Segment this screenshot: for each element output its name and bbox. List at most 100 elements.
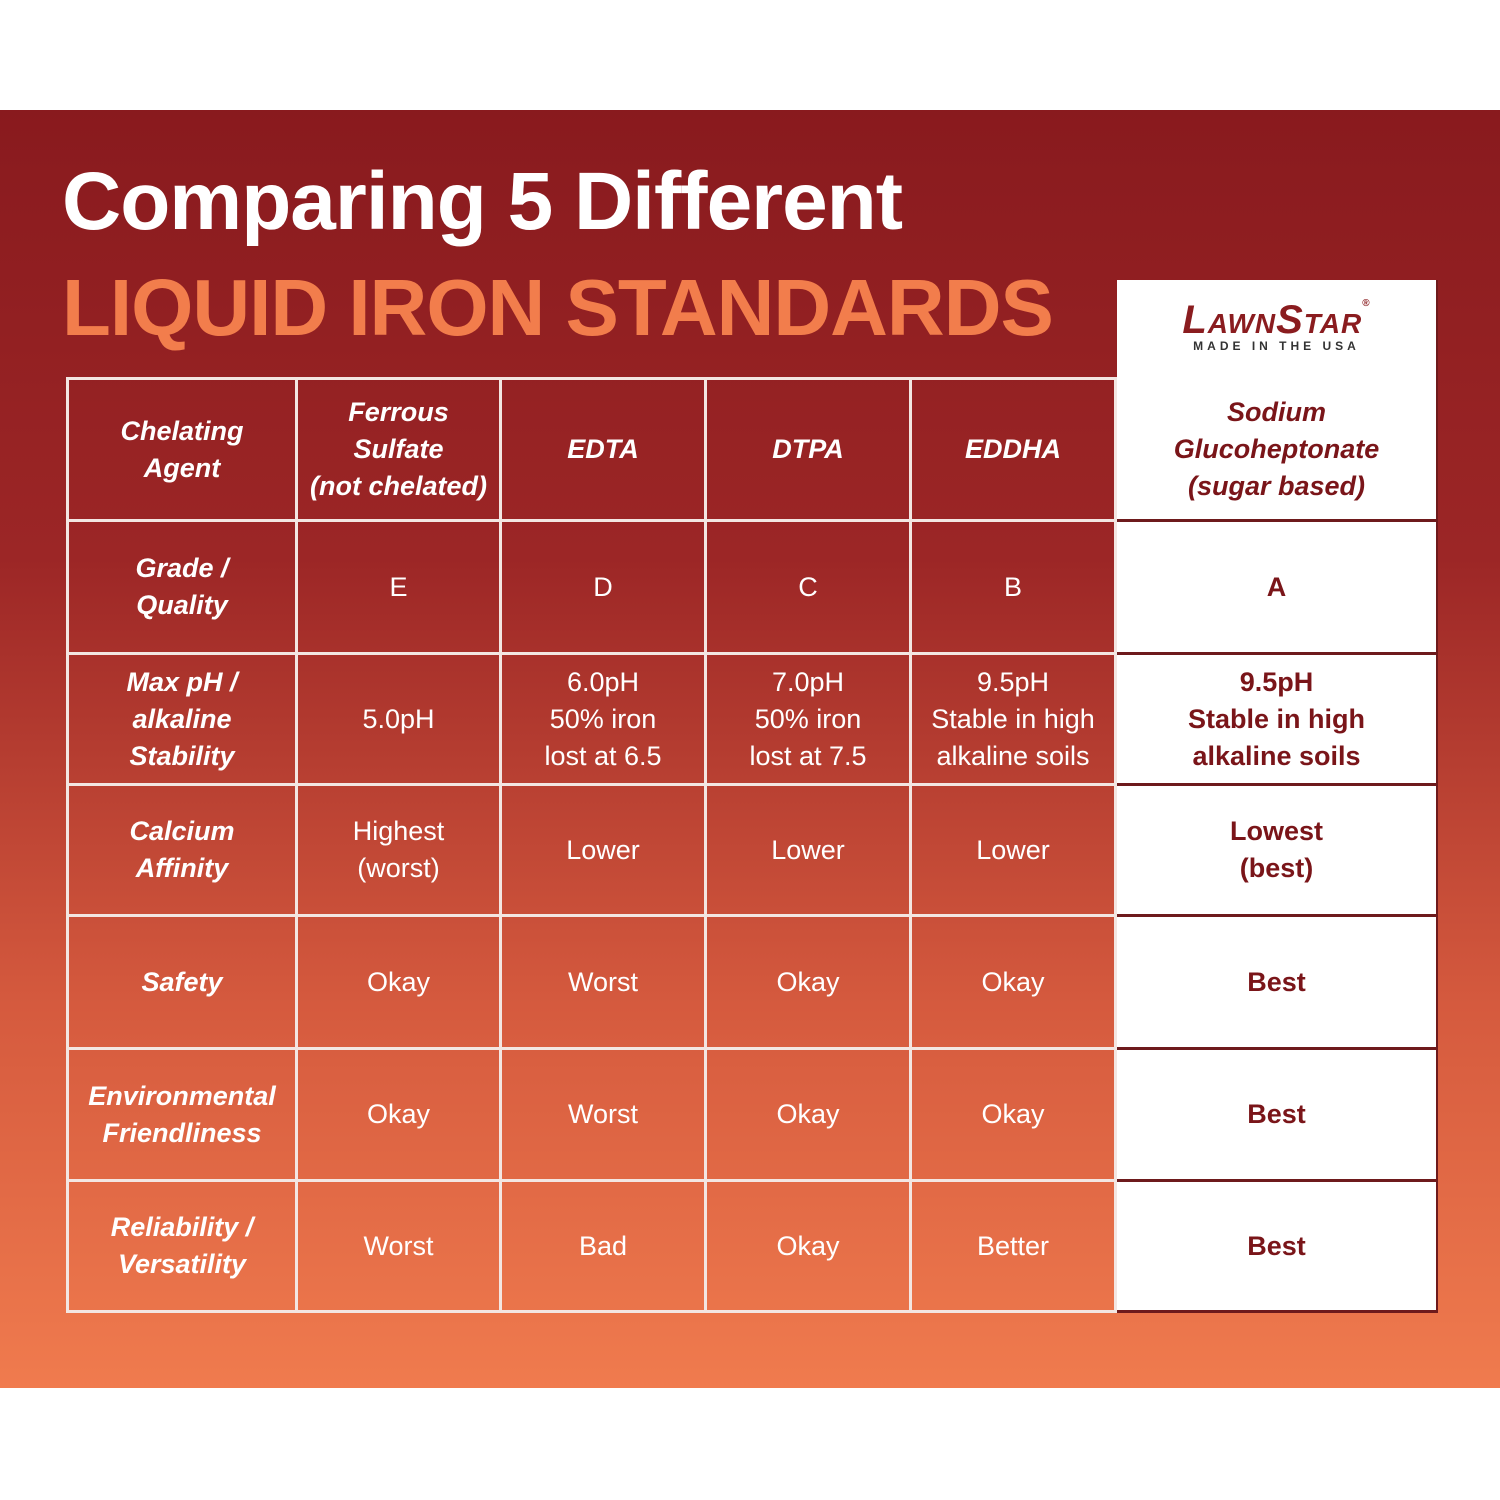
- cell-line: Sulfate: [353, 434, 444, 464]
- cell-line: Okay: [366, 1099, 431, 1129]
- table-cell: Calcium Affinity: [66, 786, 298, 917]
- cell-line: Environmental: [88, 1080, 276, 1111]
- header-cell: Sodium Glucoheptonate (sugar based): [1117, 380, 1438, 522]
- cell-line: Highest: [352, 816, 445, 846]
- cell-line: C: [798, 571, 818, 602]
- cell-line: E: [389, 571, 408, 602]
- header-cell: EDTA: [502, 377, 707, 522]
- cell-line: 6.0pH: [566, 666, 640, 697]
- table-cell: Grade / Quality: [66, 522, 298, 655]
- table-cell: Max pH / alkaline Stability: [66, 655, 298, 786]
- cell-line: Okay: [776, 966, 840, 997]
- cell-line: EDTA: [567, 434, 639, 464]
- header-cell: DTPA: [707, 377, 912, 522]
- table-cell: B: [912, 522, 1117, 655]
- cell-line: DTPA: [772, 434, 844, 464]
- table-cell: 6.0pH 50% iron lost at 6.5: [502, 655, 707, 786]
- table-cell: D: [502, 522, 707, 655]
- table-cell: Okay: [912, 1050, 1117, 1182]
- cell-line: Okay: [981, 966, 1045, 997]
- table-cell: 9.5pH Stable in high alkaline soils: [912, 655, 1117, 786]
- cell-line: Best: [1247, 1230, 1306, 1261]
- cell-line: Grade /: [135, 553, 229, 583]
- cell-line: Reliability /: [110, 1212, 254, 1242]
- cell-line: Lower: [566, 834, 640, 865]
- cell-line: Better: [976, 1230, 1050, 1261]
- cell-line: Okay: [776, 1099, 840, 1129]
- cell-line: B: [1003, 571, 1022, 602]
- table-cell: Worst: [298, 1182, 502, 1313]
- cell-line: (sugar based): [1187, 471, 1366, 501]
- title-line: Comparing 5 Different: [62, 156, 903, 247]
- cell-line: (worst): [357, 853, 440, 883]
- table-cell: Lowest (best): [1117, 786, 1438, 917]
- table-cell: Reliability / Versatility: [66, 1182, 298, 1313]
- cell-line: Max pH /: [126, 666, 238, 697]
- table-cell: Best: [1117, 1182, 1438, 1313]
- table-cell: 7.0pH 50% iron lost at 7.5: [707, 655, 912, 786]
- cell-line: Worst: [363, 1230, 434, 1261]
- table-cell: Okay: [298, 917, 502, 1050]
- cell-line: Calcium: [129, 816, 235, 846]
- table-cell: Worst: [502, 917, 707, 1050]
- cell-line: 9.5pH: [976, 666, 1050, 697]
- cell-line: Quality: [136, 590, 228, 620]
- table-cell: Okay: [707, 1050, 912, 1182]
- cell-line: Stable in high: [1187, 703, 1365, 734]
- cell-line: Bad: [578, 1230, 628, 1261]
- brand-name: LawnStar®: [1117, 298, 1436, 343]
- cell-line: Sodium: [1227, 397, 1326, 427]
- table-cell: Safety: [66, 917, 298, 1050]
- brand-text: LawnStar: [1182, 298, 1363, 342]
- table-cell: C: [707, 522, 912, 655]
- table-cell: Worst: [502, 1050, 707, 1182]
- cell-line: Okay: [981, 1099, 1045, 1129]
- table-cell: Best: [1117, 917, 1438, 1050]
- header-cell: Chelating Agent: [66, 377, 298, 522]
- brand-tagline: MADE IN THE USA: [1193, 339, 1360, 353]
- cell-line: Okay: [776, 1230, 840, 1261]
- table-cell: Okay: [707, 1182, 912, 1313]
- table-cell: Lower: [912, 786, 1117, 917]
- table-cell: 9.5pH Stable in high alkaline soils: [1117, 655, 1438, 786]
- cell-line: 50% iron: [549, 703, 657, 734]
- cell-line: Worst: [567, 1099, 638, 1129]
- cell-line: alkaline soils: [1192, 740, 1361, 771]
- table-cell: Best: [1117, 1050, 1438, 1182]
- table-cell: 5.0pH: [298, 655, 502, 786]
- cell-line: Worst: [567, 966, 638, 997]
- brand-mark: ®: [1362, 298, 1371, 309]
- header-cell: EDDHA: [912, 377, 1117, 522]
- cell-line: Affinity: [135, 853, 229, 883]
- cell-line: (best): [1239, 853, 1314, 883]
- table-cell: Bad: [502, 1182, 707, 1313]
- table-cell: Okay: [298, 1050, 502, 1182]
- cell-line: Agent: [143, 452, 221, 483]
- cell-line: Chelating: [120, 415, 244, 446]
- table-cell: Environmental Friendliness: [66, 1050, 298, 1182]
- cell-line: EDDHA: [964, 434, 1061, 464]
- cell-line: 9.5pH: [1239, 666, 1314, 697]
- table-cell: A: [1117, 522, 1438, 655]
- cell-line: lost at 6.5: [544, 740, 662, 771]
- cell-line: D: [593, 571, 613, 602]
- cell-line: (not chelated): [309, 471, 487, 501]
- cell-line: Safety: [141, 966, 223, 997]
- cell-line: 5.0pH: [362, 703, 435, 734]
- table-cell: Highest (worst): [298, 786, 502, 917]
- header-cell: Ferrous Sulfate (not chelated): [298, 377, 502, 522]
- table-cell: Lower: [707, 786, 912, 917]
- cell-line: Stable in high: [931, 703, 1095, 734]
- cell-line: A: [1266, 571, 1287, 602]
- cell-line: Friendliness: [102, 1117, 262, 1148]
- title-line: LIQUID IRON STANDARDS: [62, 263, 1054, 352]
- cell-line: Best: [1247, 966, 1306, 997]
- cell-line: Lower: [976, 834, 1050, 865]
- table-cell: Okay: [707, 917, 912, 1050]
- table-cell: Better: [912, 1182, 1117, 1313]
- cell-line: Lowest: [1229, 816, 1323, 846]
- cell-line: lost at 7.5: [749, 740, 867, 771]
- cell-line: alkaline: [132, 703, 232, 734]
- table-cell: Lower: [502, 786, 707, 917]
